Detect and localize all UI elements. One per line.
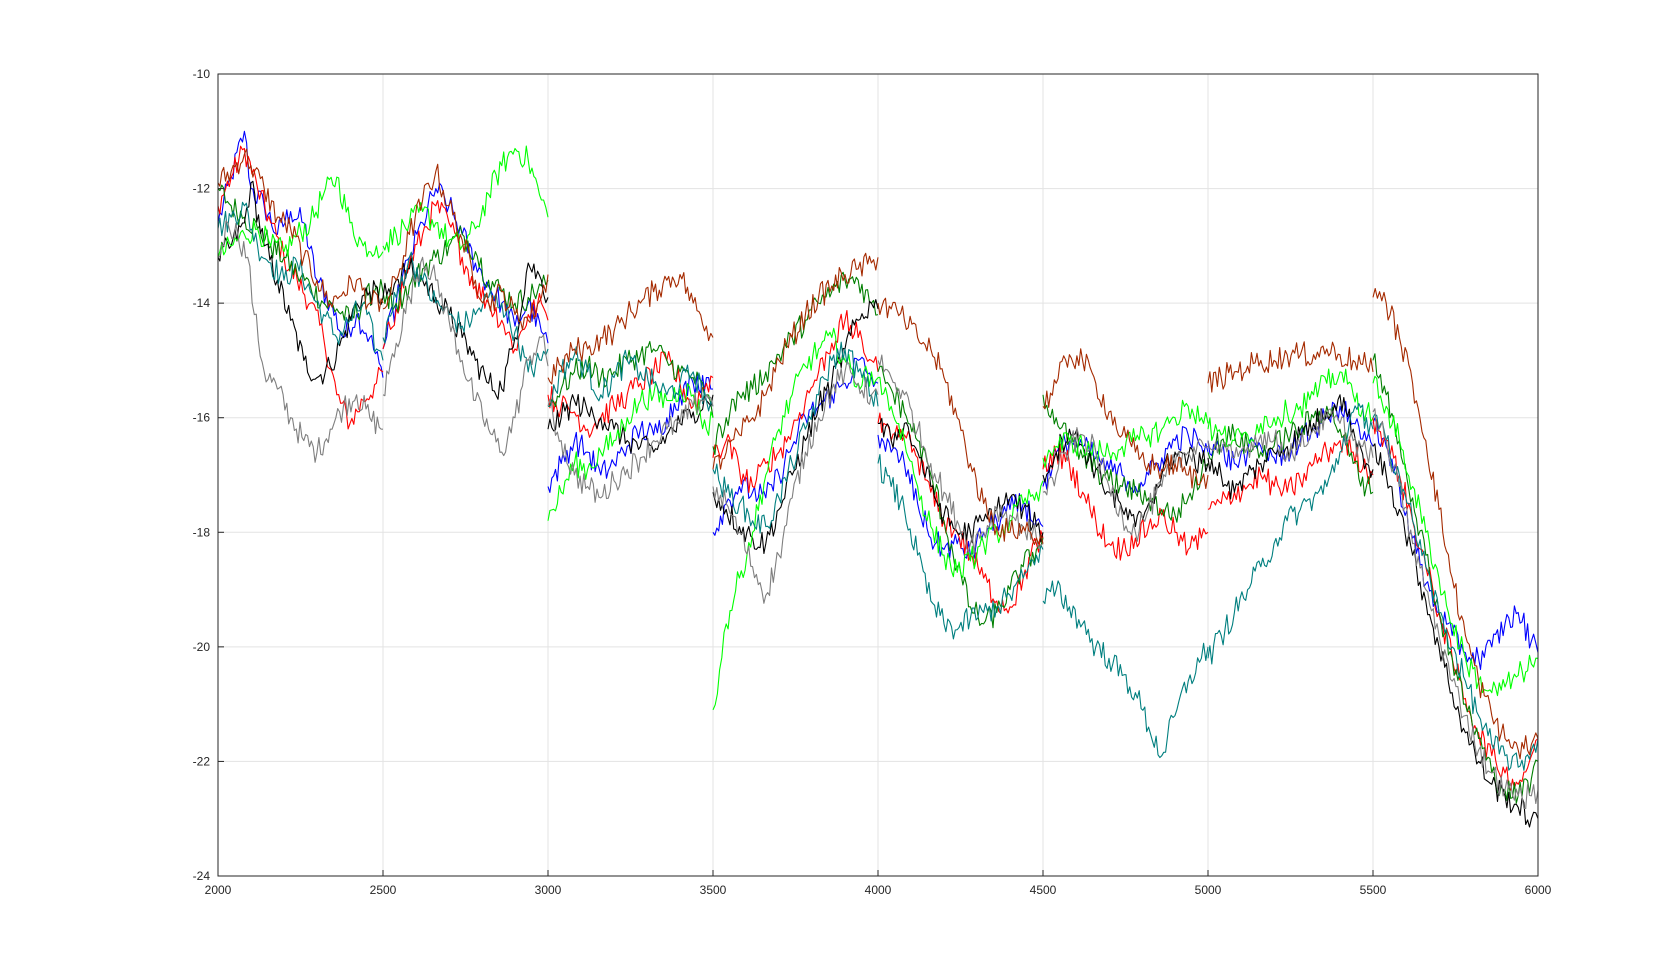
series-line-segment <box>382 145 549 253</box>
y-tick-label: -24 <box>193 869 211 883</box>
series-line-segment <box>382 200 549 354</box>
series-line-segment <box>877 454 1044 640</box>
series-line-segment <box>1042 348 1209 490</box>
x-tick-label: 4000 <box>865 883 892 897</box>
series-line-segment <box>547 382 714 521</box>
series-line-segment <box>382 251 549 378</box>
x-tick-label: 3500 <box>700 883 727 897</box>
x-tick-label: 2500 <box>370 883 397 897</box>
series-line-segment <box>217 201 384 361</box>
series-line-segment <box>1372 417 1539 670</box>
series-line-segment <box>712 252 879 470</box>
series-line-segment <box>877 376 1044 579</box>
series-line-segment <box>877 417 1044 544</box>
series-line-segment <box>1372 287 1539 760</box>
series-line-segment <box>877 354 1044 554</box>
y-tick-label: -18 <box>193 525 211 539</box>
y-tick-label: -20 <box>193 640 211 654</box>
grid <box>217 73 1539 877</box>
series-line-segment <box>217 180 384 385</box>
series-line-segment <box>712 309 879 493</box>
series-line-segment <box>217 184 384 321</box>
series-line-segment <box>712 299 879 555</box>
series-line-segment <box>382 163 549 331</box>
series-line-segment <box>1207 341 1374 393</box>
series-line-segment <box>1207 403 1374 665</box>
series-line-segment <box>1372 375 1539 697</box>
y-tick-label: -12 <box>193 182 211 196</box>
series-line-segment <box>1207 400 1374 471</box>
series-line-segment <box>547 373 714 493</box>
series-line-segment <box>382 256 549 457</box>
series-line-segment <box>1372 443 1539 828</box>
x-tick-label: 5000 <box>1195 883 1222 897</box>
series-line-segment <box>1042 427 1209 542</box>
series-line-segment <box>712 356 879 536</box>
series-line-segment <box>547 272 714 385</box>
y-tick-label: -16 <box>193 411 211 425</box>
x-tick-label: 6000 <box>1525 883 1552 897</box>
x-tick-label: 2000 <box>205 883 232 897</box>
series-line-segment <box>382 257 549 400</box>
series-line-segment <box>217 220 384 463</box>
x-tick-label: 3000 <box>535 883 562 897</box>
y-tick-label: -10 <box>193 67 211 81</box>
series-line-segment <box>1372 353 1539 804</box>
x-tick-label: 5500 <box>1360 883 1387 897</box>
plot-lines <box>217 130 1539 828</box>
series-line-segment <box>547 393 714 454</box>
series-line-segment <box>217 148 384 313</box>
series-line-segment <box>1042 443 1209 561</box>
series-line-segment <box>1372 413 1539 771</box>
series-line-segment <box>877 412 1044 614</box>
series-line-segment <box>877 297 1044 546</box>
x-axis-ticks: 2000 2500 3000 3500 4000 4500 5000 5500 6000 <box>205 870 1552 897</box>
series-line-segment <box>1042 580 1209 759</box>
series-line-segment <box>217 176 384 259</box>
series-line-segment <box>547 350 714 438</box>
series-line-segment <box>217 130 384 378</box>
series-line-segment <box>712 361 879 604</box>
series-line-segment <box>1042 399 1209 468</box>
series-line-segment <box>1372 408 1539 810</box>
y-axis-ticks: -10 -12 -14 -16 -18 -20 -22 -24 <box>193 67 224 883</box>
y-tick-label: -22 <box>193 754 211 768</box>
series-line-segment <box>547 392 714 503</box>
series-line-segment <box>712 341 879 534</box>
series-line-segment <box>1207 368 1374 448</box>
series-line-segment <box>712 327 879 711</box>
y-tick-label: -14 <box>193 296 211 310</box>
x-tick-label: 4500 <box>1030 883 1057 897</box>
series-line-segment <box>1042 428 1209 528</box>
series-line-segment <box>1207 408 1374 464</box>
series-line-segment <box>217 145 384 430</box>
